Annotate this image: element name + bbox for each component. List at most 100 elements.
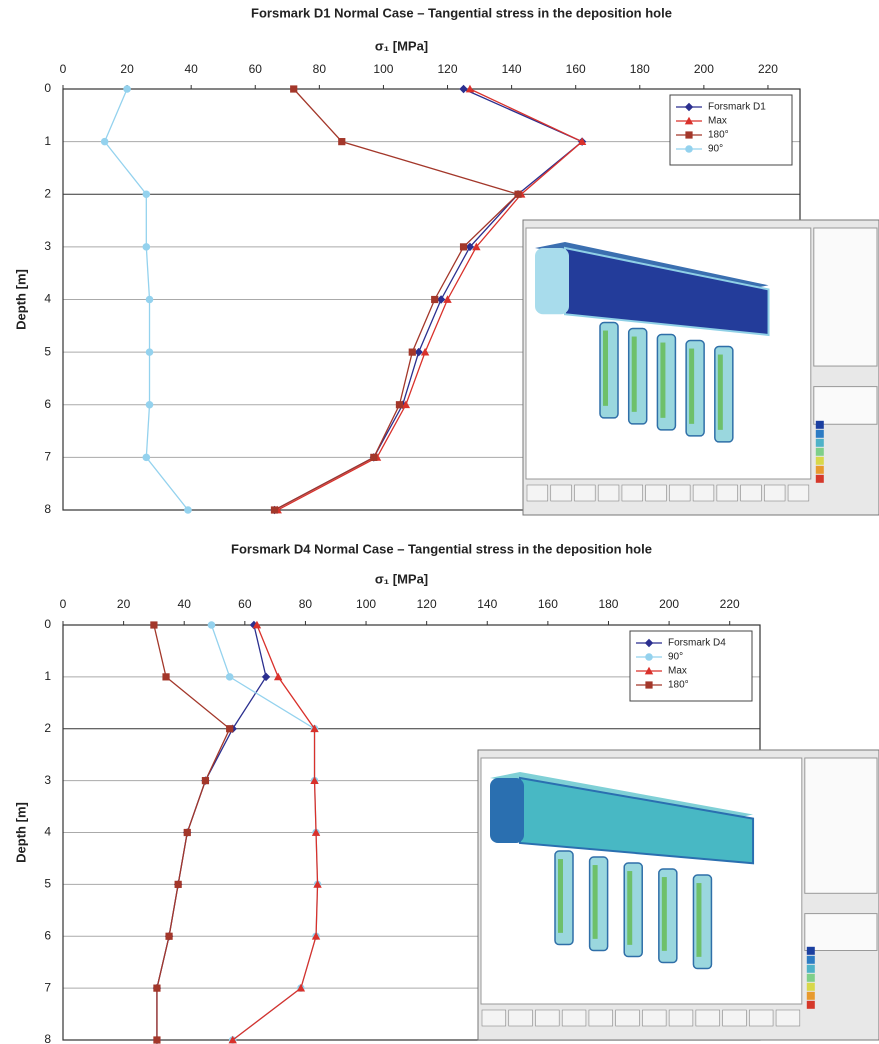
inset-toolbar-button	[717, 485, 738, 501]
inset-legend-swatch	[807, 974, 815, 982]
legend-label: 180°	[708, 130, 729, 141]
inset-toolbar-button	[696, 1010, 720, 1026]
y-tick-label: 7	[44, 980, 51, 994]
x-axis-label: σ₁ [MPa]	[375, 571, 428, 586]
inset-legend-swatch	[816, 466, 824, 474]
marker-circle	[184, 506, 192, 514]
inset-pillar	[715, 347, 733, 442]
inset-legend-swatch	[816, 475, 824, 483]
inset-toolbar-button	[598, 485, 619, 501]
inset-toolbar-button	[616, 1010, 640, 1026]
marker-diamond	[262, 673, 270, 681]
inset-toolbar-button	[535, 1010, 559, 1026]
inset-pillar-band	[696, 883, 701, 957]
x-tick-label: 20	[117, 597, 131, 611]
inset-toolbar-button	[749, 1010, 773, 1026]
y-tick-label: 4	[44, 292, 51, 306]
marker-square	[370, 454, 377, 461]
inset-pillar	[629, 329, 647, 424]
inset-legend-swatch	[807, 983, 815, 991]
marker-circle	[146, 348, 154, 356]
x-tick-label: 180	[598, 597, 618, 611]
marker-square	[153, 1036, 160, 1043]
inset-pillar	[657, 335, 675, 430]
marker-square	[514, 191, 521, 198]
x-tick-label: 140	[502, 62, 522, 76]
inset-legend-swatch	[807, 947, 815, 955]
marker-square	[150, 621, 157, 628]
inset-pillar	[624, 863, 642, 956]
inset-pillar	[693, 875, 711, 968]
x-tick-label: 20	[120, 62, 134, 76]
inset-pillar-band	[660, 343, 665, 418]
marker-square	[338, 138, 345, 145]
y-tick-label: 0	[44, 81, 51, 95]
x-tick-label: 220	[758, 62, 778, 76]
inset-pillar-band	[662, 877, 667, 951]
marker-square	[271, 506, 278, 513]
x-tick-label: 100	[356, 597, 376, 611]
marker-circle	[146, 296, 154, 304]
y-tick-label: 5	[44, 344, 51, 358]
inset-pillar-band	[627, 871, 632, 945]
inset-pillar	[590, 857, 608, 950]
x-tick-label: 80	[299, 597, 313, 611]
marker-circle	[143, 454, 151, 462]
inset-legend-swatch	[816, 439, 824, 447]
y-tick-label: 6	[44, 928, 51, 942]
inset-toolbar-button	[482, 1010, 506, 1026]
y-tick-label: 0	[44, 617, 51, 631]
chart-title: Forsmark D1 Normal Case – Tangential str…	[251, 5, 672, 20]
x-tick-label: 40	[184, 62, 198, 76]
inset-toolbar-button	[622, 485, 643, 501]
marker-circle	[226, 673, 234, 681]
inset-side-panel	[814, 228, 877, 366]
inset-pillar	[686, 341, 704, 436]
y-tick-label: 8	[44, 1032, 51, 1044]
y-tick-label: 1	[44, 669, 51, 683]
inset-legend-swatch	[816, 448, 824, 456]
inset-legend-swatch	[816, 457, 824, 465]
x-tick-label: 60	[249, 62, 263, 76]
inset-legend-swatch	[807, 992, 815, 1000]
y-tick-label: 4	[44, 825, 51, 839]
inset-toolbar-button	[788, 485, 809, 501]
inset-toolbar-button	[527, 485, 548, 501]
x-tick-label: 140	[477, 597, 497, 611]
inset-toolbar-button	[642, 1010, 666, 1026]
inset-beam-end	[535, 248, 569, 314]
inset-beam-end	[490, 778, 524, 843]
inset-pillar-band	[632, 337, 637, 412]
marker-square	[202, 777, 209, 784]
marker-circle	[645, 653, 653, 661]
y-axis-label: Depth [m]	[13, 802, 28, 863]
inset-pillar-band	[689, 349, 694, 424]
inset-toolbar-button	[509, 1010, 533, 1026]
y-tick-label: 3	[44, 773, 51, 787]
y-tick-label: 8	[44, 502, 51, 516]
marker-square	[396, 401, 403, 408]
inset-toolbar-button	[669, 485, 690, 501]
legend-label: 90°	[668, 652, 683, 663]
marker-circle	[146, 401, 154, 409]
inset-legend-swatch	[816, 430, 824, 438]
marker-square	[184, 829, 191, 836]
inset-toolbar-button	[723, 1010, 747, 1026]
inset-toolbar-button	[562, 1010, 586, 1026]
inset-pillar	[659, 869, 677, 962]
inset-toolbar-button	[669, 1010, 693, 1026]
inset-toolbar-button	[574, 485, 595, 501]
marker-square	[226, 725, 233, 732]
x-tick-label: 180	[630, 62, 650, 76]
inset-legend-swatch	[807, 965, 815, 973]
x-tick-label: 220	[720, 597, 740, 611]
marker-square	[409, 349, 416, 356]
legend-label: Max	[668, 666, 687, 677]
inset-screenshot	[478, 750, 879, 1040]
x-tick-label: 100	[373, 62, 393, 76]
y-tick-label: 1	[44, 134, 51, 148]
marker-square	[175, 881, 182, 888]
inset-toolbar-button	[764, 485, 785, 501]
marker-square	[290, 85, 297, 92]
marker-square	[460, 243, 467, 250]
